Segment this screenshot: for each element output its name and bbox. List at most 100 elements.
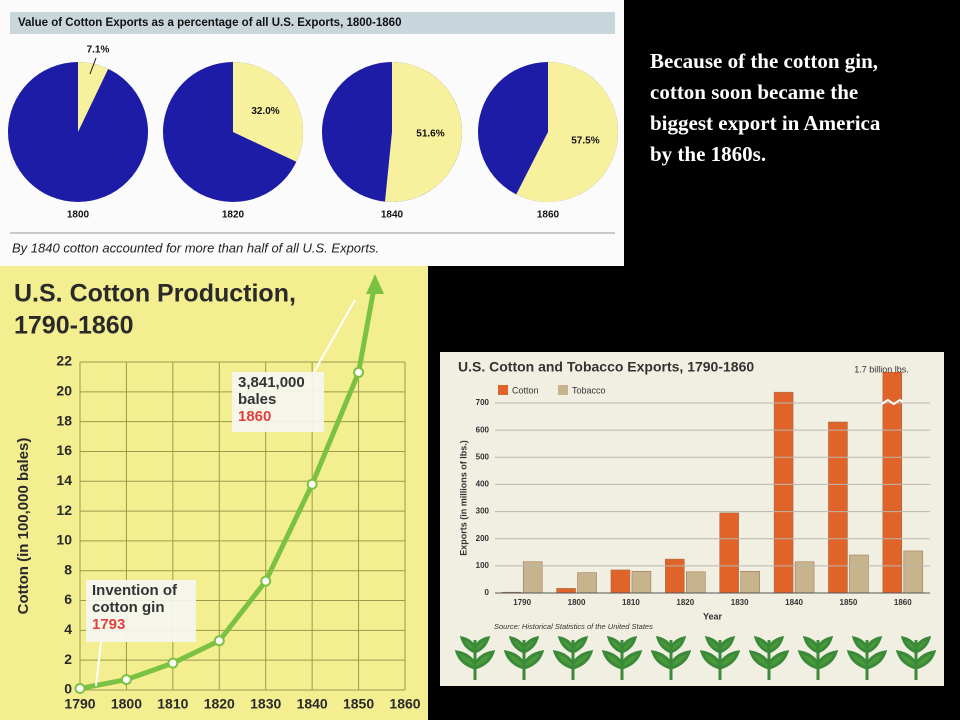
data-point	[306, 478, 318, 490]
source-note: Source: Historical Statistics of the Uni…	[494, 622, 653, 631]
plant-icon	[454, 635, 496, 680]
pie-label: 57.5%	[571, 136, 599, 147]
bar-title: U.S. Cotton and Tobacco Exports, 1790-18…	[458, 359, 754, 375]
annotation-leader	[313, 299, 356, 373]
y-tick-label: 2	[64, 651, 72, 667]
pie-category: 1820	[222, 210, 245, 221]
y-tick-label: 22	[56, 353, 72, 369]
y-tick-label: 200	[476, 534, 490, 543]
annotation-text: Invention of	[92, 582, 178, 599]
slide-text: cotton soon became the	[650, 80, 858, 104]
pie-slice	[516, 62, 618, 203]
trend-arrow	[356, 287, 377, 373]
bar	[773, 391, 794, 593]
data-point	[213, 635, 225, 647]
x-tick-label: 1850	[343, 696, 374, 712]
bar	[577, 572, 597, 593]
legend-label: Cotton	[512, 385, 539, 395]
slide-text: by the 1860s.	[650, 142, 766, 166]
axis-break	[881, 398, 904, 406]
line-title: U.S. Cotton Production,	[14, 280, 296, 308]
bar	[903, 550, 924, 593]
y-tick-label: 0	[64, 681, 72, 697]
bar	[719, 512, 739, 593]
bar	[849, 554, 869, 593]
bar	[686, 571, 706, 593]
value-label: 1.7 billion lbs.	[854, 364, 909, 374]
plant-icon	[552, 635, 594, 680]
pie-title-bar	[10, 12, 615, 34]
x-tick-label: 1840	[297, 696, 328, 712]
arrow-head	[366, 274, 384, 294]
data-point	[167, 657, 179, 669]
plant-icon	[503, 635, 545, 680]
x-tick-label: 1800	[568, 598, 586, 607]
annotation-text: bales	[238, 391, 276, 408]
leader-line	[89, 57, 97, 75]
y-tick-label: 100	[476, 561, 490, 570]
bar	[522, 561, 543, 593]
y-tick-label: 6	[64, 591, 72, 607]
x-tick-label: 1820	[676, 598, 694, 607]
data-point	[120, 674, 132, 686]
y-tick-label: 18	[56, 412, 72, 428]
y-tick-label: 700	[476, 398, 490, 407]
plant-icon	[748, 635, 790, 680]
pie-category: 1860	[537, 210, 560, 221]
plant-icon	[601, 635, 643, 680]
legend-label: Tobacco	[572, 385, 606, 395]
x-tick-label: 1810	[622, 598, 640, 607]
x-tick-label: 1860	[389, 696, 420, 712]
annotation-year: 1860	[238, 408, 271, 425]
bar	[556, 588, 576, 593]
slide-text: Because of the cotton gin,	[650, 49, 878, 73]
y-tick-label: 300	[476, 507, 490, 516]
slide-text: biggest export in America	[650, 111, 881, 135]
legend-swatch	[558, 385, 568, 395]
pie-caption: By 1840 cotton accounted for more than h…	[12, 240, 379, 255]
y-tick-label: 500	[476, 452, 490, 461]
line-title: 1790-1860	[14, 312, 134, 340]
x-tick-label: 1820	[204, 696, 235, 712]
annotation-text: 3,841,000	[238, 374, 305, 391]
pie-category: 1800	[67, 210, 90, 221]
y-tick-label: 8	[64, 561, 72, 577]
y-tick-label: 20	[56, 383, 72, 399]
pie-slice	[233, 62, 303, 162]
x-tick-label: 1840	[785, 598, 803, 607]
y-tick-label: 0	[485, 588, 490, 597]
y-tick-label: 600	[476, 425, 490, 434]
legend-swatch	[498, 385, 508, 395]
data-point	[74, 683, 86, 695]
bar-group	[501, 372, 924, 593]
y-tick-label: 14	[56, 472, 72, 488]
y-axis-label: Cotton (in 100,000 bales)	[15, 438, 32, 615]
y-axis-label: Exports (in millions of lbs.)	[458, 440, 468, 556]
annotation-leader	[95, 641, 102, 687]
pie-slice	[78, 62, 109, 132]
y-tick-label: 4	[64, 621, 72, 637]
annotation-box	[232, 372, 324, 432]
pie-label: 7.1%	[87, 45, 110, 56]
y-tick-label: 16	[56, 442, 72, 458]
bar	[828, 421, 848, 593]
bar-panel	[440, 352, 944, 686]
bar	[631, 571, 652, 593]
plant-icon	[650, 635, 692, 680]
x-tick-label: 1850	[840, 598, 858, 607]
x-tick-label: 1810	[157, 696, 188, 712]
x-tick-label: 1800	[111, 696, 142, 712]
x-tick-label: 1790	[513, 598, 531, 607]
annotation-box	[86, 580, 196, 642]
pie-slice	[384, 62, 462, 202]
x-axis-label: Year	[703, 611, 723, 621]
bar	[794, 561, 815, 593]
pie-title: Value of Cotton Exports as a percentage …	[18, 17, 401, 29]
plant-icon	[846, 635, 888, 680]
data-point	[260, 575, 272, 587]
bar	[610, 569, 631, 593]
annotation-year: 1793	[92, 616, 125, 633]
bar	[740, 571, 760, 593]
plant-icon	[895, 635, 937, 680]
